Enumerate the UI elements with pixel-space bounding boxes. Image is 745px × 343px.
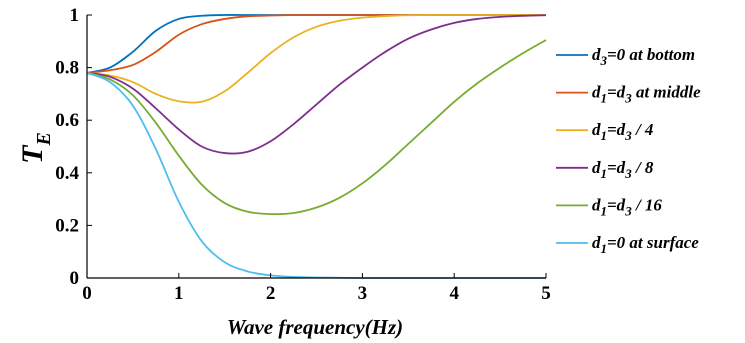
series-line-4 <box>86 14 547 155</box>
legend-label-part: d <box>592 83 601 102</box>
legend-item-6: d1=0 at surface <box>556 233 699 256</box>
legend-label-part: at middle <box>632 83 701 102</box>
plot-area <box>86 14 547 279</box>
legend-item-1: d3=0 at bottom <box>556 45 695 68</box>
legend-label: d1=d3 / 4 <box>592 120 653 143</box>
axes: 0 1 2 3 4 5 0 0.2 0.4 0.6 0.8 1 <box>55 5 551 304</box>
legend-item-3: d1=d3 / 4 <box>556 120 653 143</box>
legend-label-part: d <box>592 45 601 64</box>
legend-label-part: 3 <box>624 203 632 218</box>
y-axis-label-sub: E <box>33 132 55 146</box>
series-line-1 <box>86 14 546 74</box>
y-tick-label: 0.8 <box>55 58 79 79</box>
legend-label-part: 1 <box>601 128 608 143</box>
legend-label-part: =0 at bottom <box>607 45 695 64</box>
legend-label-part: d <box>592 233 601 252</box>
legend-item-5: d1=d3 / 16 <box>556 195 662 218</box>
y-tick-label: 0.4 <box>55 163 79 184</box>
y-axis-label: TE <box>16 132 55 164</box>
x-tick-label: 2 <box>266 283 276 304</box>
y-tick-label: 0.6 <box>55 110 79 131</box>
series-line-5 <box>86 39 547 216</box>
y-tick-label: 0 <box>70 268 80 289</box>
legend-item-2: d1=d3 at middle <box>556 83 701 106</box>
legend-label: d1=d3 / 8 <box>592 158 654 181</box>
x-tick-label: 1 <box>174 283 184 304</box>
series-line-3 <box>86 14 546 104</box>
legend-label-part: 3 <box>624 91 632 106</box>
legend-label-part: =0 at surface <box>607 233 699 252</box>
legend-label-part: 1 <box>601 166 608 181</box>
legend-item-4: d1=d3 / 8 <box>556 158 654 181</box>
y-tick-label: 0.2 <box>55 215 79 236</box>
legend-label-part: d <box>592 195 601 214</box>
legend-label-part: =d <box>607 195 626 214</box>
legend-label-part: / 8 <box>632 158 654 177</box>
legend-label-part: / 4 <box>632 120 654 139</box>
legend-label-part: 1 <box>601 203 608 218</box>
legend-label-part: 1 <box>601 241 608 256</box>
x-tick-label: 4 <box>449 283 459 304</box>
legend-label-part: =d <box>607 83 626 102</box>
x-tick-label: 0 <box>82 283 92 304</box>
legend-label-part: d <box>592 158 601 177</box>
y-axis-label-main: T <box>16 144 49 164</box>
legend-label: d1=d3 / 16 <box>592 195 662 218</box>
series-line-2 <box>86 14 546 74</box>
x-tick-label: 3 <box>358 283 368 304</box>
legend-label: d1=d3 at middle <box>592 83 701 106</box>
legend-label-part: 3 <box>624 166 632 181</box>
legend-label-part: / 16 <box>632 195 663 214</box>
legend-label-part: =d <box>607 158 626 177</box>
legend-label: d3=0 at bottom <box>592 45 695 68</box>
legend-label-part: 1 <box>601 91 608 106</box>
x-axis-label: Wave frequency(Hz) <box>227 315 403 339</box>
legend-label-part: d <box>592 120 601 139</box>
y-tick-label: 1 <box>70 5 80 26</box>
legend-label-part: 3 <box>600 53 608 68</box>
legend-label: d1=0 at surface <box>592 233 699 256</box>
legend-label-part: 3 <box>624 128 632 143</box>
x-tick-label: 5 <box>541 283 551 304</box>
legend-label-part: =d <box>607 120 626 139</box>
